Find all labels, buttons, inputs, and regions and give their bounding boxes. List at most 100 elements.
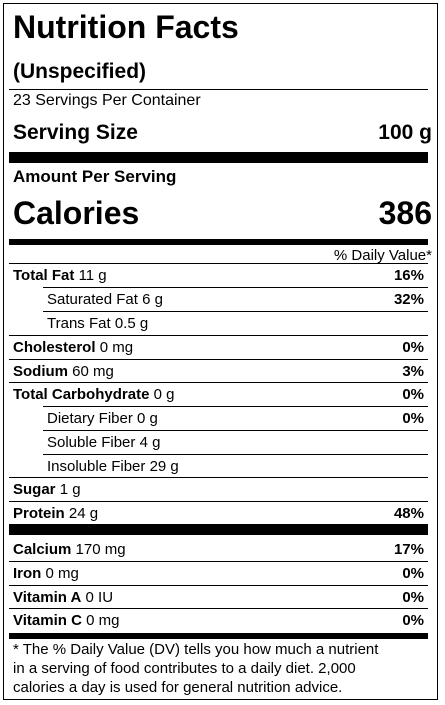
mineral-label: Iron [13,565,42,582]
nutrient-row: Trans Fat 0.5 g [9,312,428,334]
row-divider [9,263,428,264]
nutrient-label: Cholesterol [13,339,96,356]
calories-value: 386 [378,195,432,231]
nutrient-row: Sodium 60 mg 3% [9,360,428,382]
thick-divider-minerals [9,524,428,535]
mineral-row: Vitamin C 0 mg 0% [9,609,428,631]
nutrient-amount: 0.5 g [114,315,149,332]
nutrient-name: Soluble Fiber 4 g [47,434,160,451]
nutrient-row: Soluble Fiber 4 g [9,431,428,453]
nutrient-daily-value: 16% [393,267,424,284]
nutrient-amount: 6 g [142,291,163,308]
nutrient-name: Dietary Fiber 0 g [47,410,158,427]
row-divider [9,585,428,586]
row-divider [9,561,428,562]
medium-divider [9,239,428,245]
row-divider [43,311,428,312]
nutrient-daily-value: 0% [402,410,424,427]
nutrient-label: Total Carbohydrate [13,386,150,403]
serving-size-value: 100 g [378,121,432,144]
nutrient-daily-value: 0% [402,339,424,356]
nutrient-daily-value: 32% [393,291,424,308]
mineral-amount: 0 IU [85,589,114,606]
nutrient-amount: 0 mg [99,339,134,356]
nutrient-name: Cholesterol 0 mg [13,339,133,356]
row-divider [9,382,428,383]
row-divider [9,359,428,360]
divider [9,89,428,90]
nutrient-daily-value: 3% [402,363,424,380]
nutrient-label: Insoluble Fiber [47,458,146,475]
nutrient-amount: 0 g [137,410,158,427]
footnote-line: * The % Daily Value (DV) tells you how m… [13,641,379,658]
mineral-daily-value: 0% [402,612,424,629]
nutrient-label: Saturated Fat [47,291,138,308]
row-divider [9,608,428,609]
nutrient-label: Sugar [13,481,56,498]
nutrient-amount: 29 g [149,458,179,475]
nutrition-label [3,3,438,700]
product-name: (Unspecified) [13,60,147,83]
serving-size-label: Serving Size [13,121,138,144]
mineral-name: Vitamin C 0 mg [13,612,119,629]
nutrient-amount: 1 g [59,481,81,498]
mineral-label: Calcium [13,541,72,558]
row-divider [9,335,428,336]
mineral-amount: 0 mg [45,565,79,582]
footnote-line: in a serving of food contributes to a da… [13,660,356,677]
nutrient-label: Soluble Fiber [47,434,136,451]
nutrient-name: Insoluble Fiber 29 g [47,458,179,475]
amount-per-serving: Amount Per Serving [13,167,177,186]
row-divider [43,430,428,431]
mineral-label: Vitamin C [13,612,82,629]
nutrient-name: Sugar 1 g [13,481,81,498]
nutrient-name: Trans Fat 0.5 g [47,315,148,332]
mineral-daily-value: 0% [402,565,424,582]
servings-per-container: 23 Servings Per Container [13,92,201,109]
footnote-divider [9,633,428,639]
nutrient-amount: 24 g [68,505,99,522]
nutrient-row: Protein 24 g 48% [9,502,428,524]
mineral-row: Calcium 170 mg 17% [9,538,428,560]
footnote: * The % Daily Value (DV) tells you how m… [13,640,378,697]
nutrient-daily-value: 0% [402,386,424,403]
daily-value-header: % Daily Value* [333,247,432,264]
footnote-line: calories a day is used for general nutri… [13,679,343,696]
nutrient-amount: 0 g [153,386,175,403]
nutrient-row: Cholesterol 0 mg 0% [9,336,428,358]
thick-divider [9,152,428,163]
calories-label: Calories [13,195,140,231]
nutrient-amount: 60 mg [72,363,114,380]
nutrient-row: Dietary Fiber 0 g 0% [9,407,428,429]
nutrient-row: Saturated Fat 6 g 32% [9,288,428,310]
mineral-amount: 0 mg [86,612,120,629]
label-title: Nutrition Facts [13,9,239,45]
nutrient-row: Insoluble Fiber 29 g [9,455,428,477]
nutrient-label: Dietary Fiber [47,410,133,427]
nutrient-row: Total Fat 11 g 16% [9,264,428,286]
row-divider [9,501,428,502]
nutrient-amount: 4 g [139,434,161,451]
nutrient-row: Sugar 1 g [9,478,428,500]
mineral-row: Iron 0 mg 0% [9,562,428,584]
nutrient-label: Protein [13,505,65,522]
nutrient-daily-value: 48% [393,505,424,522]
row-divider [9,477,428,478]
nutrient-label: Total Fat [13,267,75,284]
mineral-daily-value: 17% [393,541,424,558]
mineral-daily-value: 0% [402,589,424,606]
mineral-amount: 170 mg [75,541,126,558]
mineral-name: Calcium 170 mg [13,541,126,558]
nutrient-name: Sodium 60 mg [13,363,114,380]
row-divider [43,454,428,455]
nutrient-name: Total Fat 11 g [13,267,107,284]
row-divider [43,287,428,288]
nutrient-row: Total Carbohydrate 0 g 0% [9,383,428,405]
mineral-row: Vitamin A 0 IU 0% [9,586,428,608]
row-divider [43,406,428,407]
nutrient-label: Trans Fat [47,315,111,332]
mineral-label: Vitamin A [13,589,82,606]
nutrient-amount: 11 g [78,267,107,284]
nutrient-name: Saturated Fat 6 g [47,291,163,308]
mineral-name: Iron 0 mg [13,565,79,582]
